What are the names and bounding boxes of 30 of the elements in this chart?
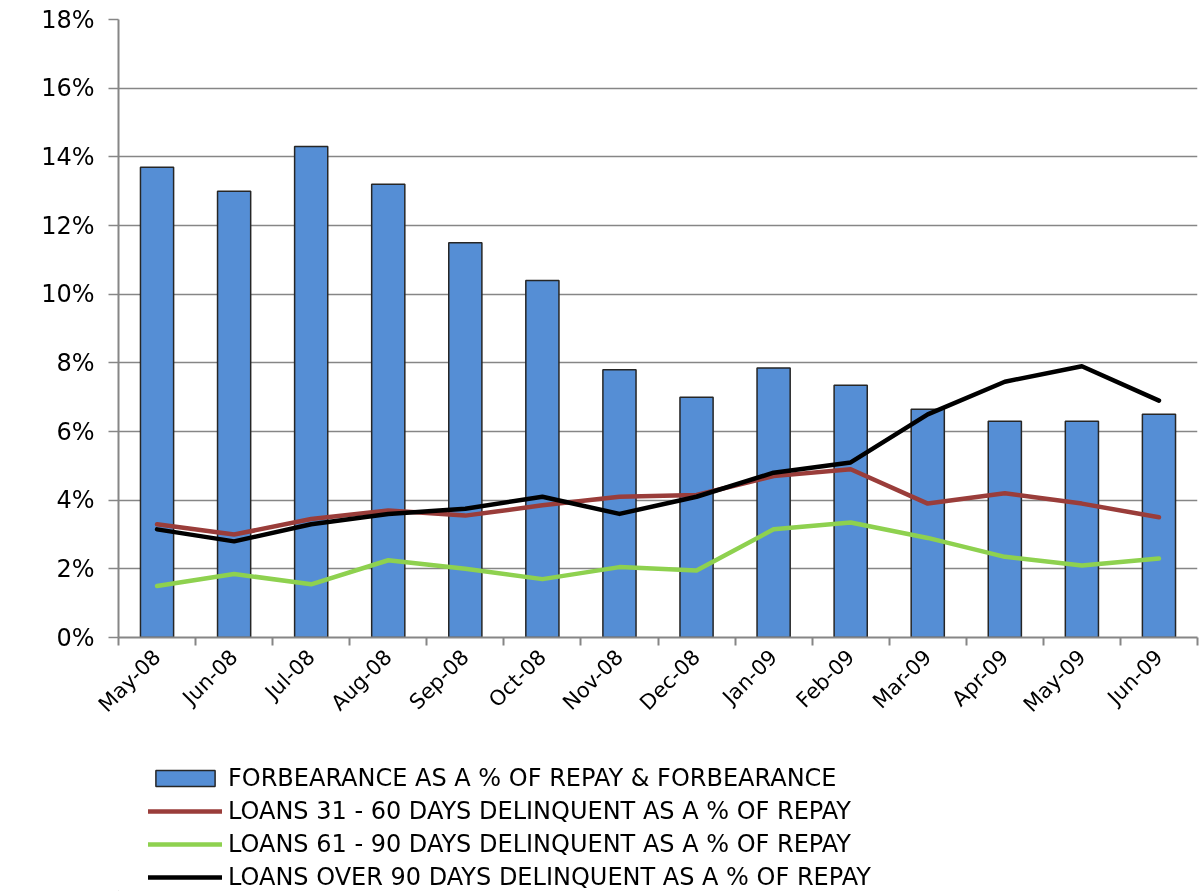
bar — [216, 190, 252, 638]
y-tick-label: 10% — [41, 280, 95, 309]
bar — [139, 166, 175, 638]
bar — [987, 420, 1023, 638]
y-tick-label: 0% — [56, 623, 95, 652]
bar — [525, 279, 560, 638]
line-series — [154, 520, 1162, 589]
bar — [1064, 420, 1100, 638]
bar — [910, 408, 946, 638]
bar — [679, 396, 714, 638]
bar — [833, 384, 868, 638]
legend-label: LOANS 31 - 60 DAYS DELINQUENT AS A % OF REPAY — [228, 797, 851, 825]
y-tick-label: 14% — [41, 142, 95, 171]
line-series — [154, 364, 1162, 544]
bar — [448, 241, 483, 638]
y-tick-label: 18% — [41, 5, 95, 34]
bar — [756, 367, 791, 638]
legend-label: LOANS OVER 90 DAYS DELINQUENT AS A % OF REPAY — [228, 863, 871, 891]
y-tick-label: 8% — [56, 348, 95, 377]
bar — [293, 145, 329, 638]
y-tick-label: 4% — [56, 486, 95, 515]
legend-label: FORBEARANCE AS A % OF REPAY & FORBEARANCE — [228, 767, 837, 792]
bar — [370, 183, 406, 638]
bar — [1141, 413, 1177, 638]
legend-label: LOANS 61 - 90 DAYS DELINQUENT AS A % OF REPAY — [228, 830, 851, 858]
y-tick-label: 2% — [56, 554, 95, 583]
y-tick-label: 12% — [41, 211, 95, 240]
bar — [602, 368, 637, 638]
y-tick-label: 16% — [41, 74, 95, 103]
y-tick-label: 6% — [56, 417, 95, 446]
